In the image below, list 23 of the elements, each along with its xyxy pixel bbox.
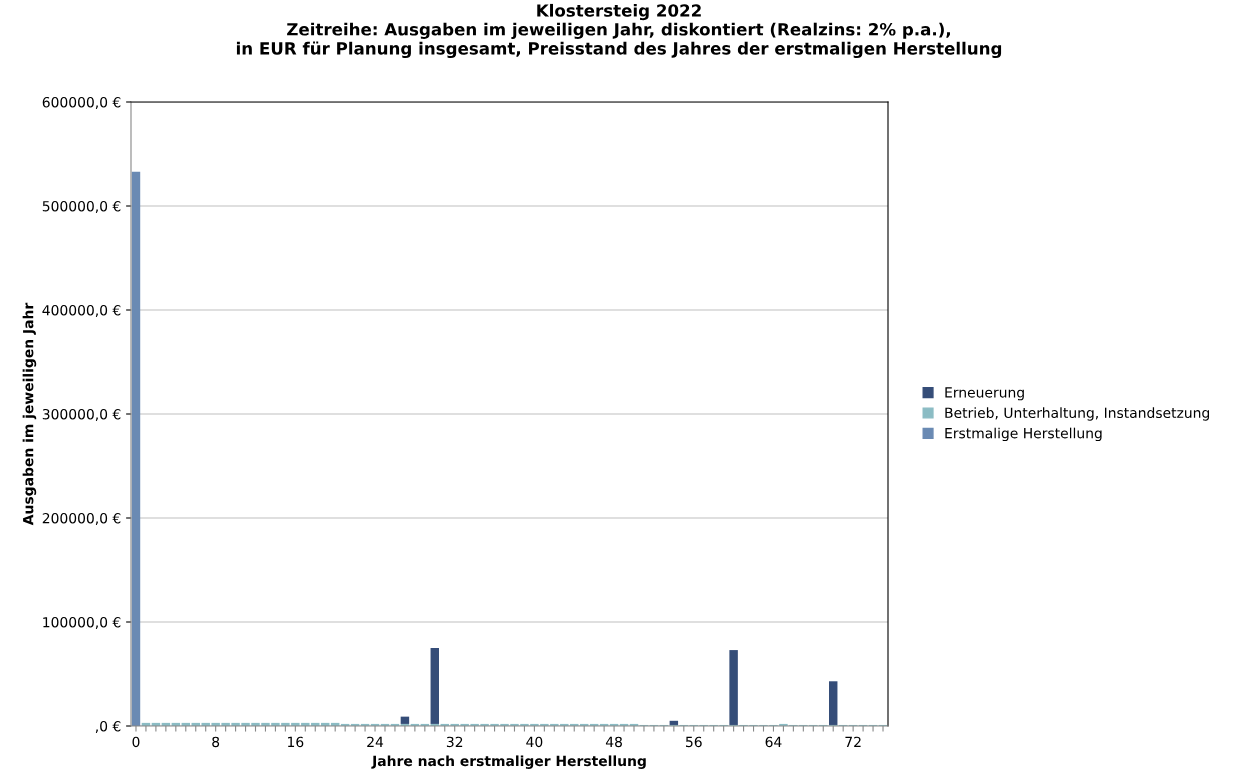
x-tick-label: 8 <box>212 736 220 748</box>
x-tick-label: 32 <box>446 736 463 748</box>
x-tick-label: 72 <box>845 736 861 747</box>
x-tick-label: 24 <box>367 736 384 747</box>
y-tick-label: 500000,0 € <box>42 200 121 213</box>
x-axis-title: Jahre nach erstmaliger Herstellung <box>371 755 646 769</box>
x-tick-label: 48 <box>605 736 622 748</box>
y-tick-label: 200000,0 € <box>42 512 121 525</box>
y-tick-label: 100000,0 € <box>43 616 121 629</box>
y-tick-label: 600000,0 € <box>42 96 121 109</box>
legend-label: Betrieb, Unterhaltung, Instandsetzung <box>945 407 1209 421</box>
x-tick-label: 0 <box>132 736 140 748</box>
x-tick-label: 56 <box>686 736 702 748</box>
legend-label: Erstmalige Herstellung <box>945 427 1102 442</box>
y-tick-label: ,0 € <box>95 720 121 733</box>
x-tick-label: 40 <box>526 736 543 748</box>
chart-title: Klostersteig 2022 Zeitreihe: Ausgaben im jeweiligen Jahr, diskontiert (Realzins: 2% p.a.), in EUR für Planung insgesamt, Preisstand des Jahres der erstmaligen Herstellung <box>236 3 1002 59</box>
x-tick-label: 64 <box>765 736 782 748</box>
y-tick-label: 300000,0 € <box>42 408 121 421</box>
legend-label: Erneuerung <box>945 387 1024 401</box>
y-axis-title: Ausgaben im jeweiligen Jahr <box>22 302 37 526</box>
x-tick-label: 16 <box>288 736 304 748</box>
y-tick-label: 400000,0 € <box>42 304 121 317</box>
